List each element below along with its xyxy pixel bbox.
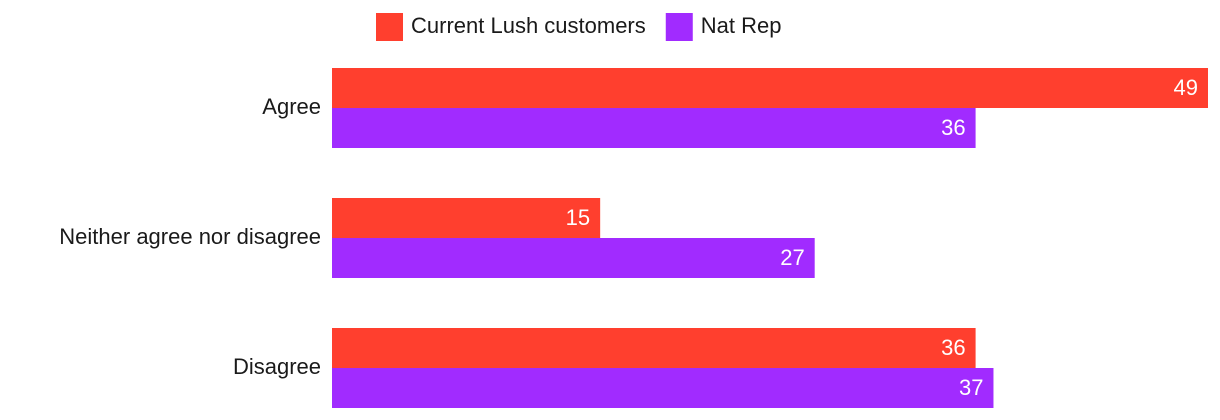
value-label: 36 (941, 115, 965, 140)
bar (332, 198, 601, 238)
legend-label: Nat Rep (701, 13, 782, 38)
legend-label: Current Lush customers (411, 13, 646, 38)
value-label: 15 (566, 205, 590, 230)
bar (332, 368, 994, 408)
value-label: 27 (780, 245, 804, 270)
legend-swatch (665, 13, 693, 41)
legend-swatch (376, 13, 403, 41)
bar (332, 238, 815, 278)
category-label: Neither agree nor disagree (59, 224, 321, 249)
value-label: 36 (941, 335, 965, 360)
value-label: 37 (959, 375, 983, 400)
bar (332, 68, 1208, 108)
category-label: Agree (262, 94, 321, 119)
value-label: 49 (1174, 75, 1198, 100)
category-label: Disagree (233, 354, 321, 379)
bar (332, 108, 976, 148)
bar (332, 328, 976, 368)
